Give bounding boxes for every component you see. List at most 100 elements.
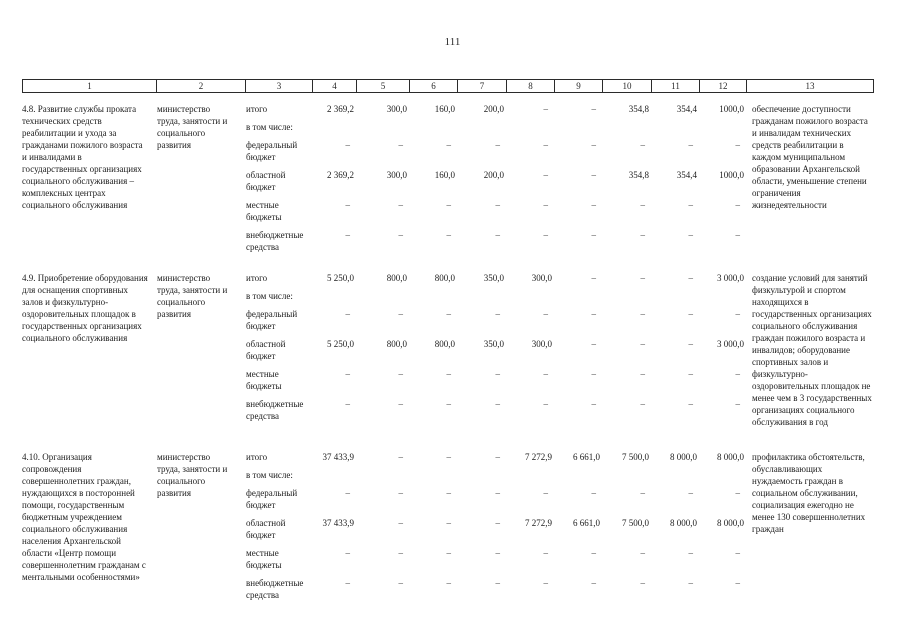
budget-value-cell: 37 433,9 <box>322 452 355 462</box>
budget-line: внебюджетные средства – – – – – – – – – <box>246 229 747 253</box>
budget-value-cell: 354,8 <box>628 104 649 114</box>
budget-value-cell: – <box>688 578 694 588</box>
budget-value-cell: – <box>543 488 549 498</box>
budget-value-cell: – <box>735 369 741 379</box>
budget-value-cell: – <box>543 369 549 379</box>
budget-value-cell: – <box>735 140 741 150</box>
budget-value-cell: – <box>446 200 452 210</box>
budget-value-cell: – <box>591 339 597 349</box>
budget-value-cell: 37 433,9 <box>322 518 355 528</box>
column-number-cell: 8 <box>507 79 555 93</box>
budget-type-label-text: итого <box>246 104 268 114</box>
budget-value-cell: 7 500,0 <box>622 518 649 528</box>
budget-value-cell: – <box>735 578 741 588</box>
budget-value-cell: 350,0 <box>483 273 504 283</box>
budget-breakdown: итого в том числе: 5 250,0 800,0 800,0 350,0 3… <box>246 272 747 428</box>
column-number-cell: 11 <box>652 79 700 93</box>
budget-value-cell: – <box>345 230 351 240</box>
budget-type-label: областной бюджет <box>246 338 313 362</box>
budget-value-cell: – <box>640 273 646 283</box>
budget-value-cell: – <box>688 230 694 240</box>
budget-value-cell: – <box>591 399 597 409</box>
budget-value-cell: – <box>398 140 404 150</box>
budget-value-cell: – <box>640 140 646 150</box>
budget-line: внебюджетные средства – – – – – – – – – <box>246 398 747 422</box>
activity-cell: 4.9. Приобретение оборудования для оснащ… <box>22 273 148 343</box>
budget-value-cell: – <box>446 309 452 319</box>
budget-breakdown: итого в том числе: 37 433,9 – – – 7 272,9 6 661… <box>246 451 747 607</box>
budget-value-cell: 300,0 <box>531 273 552 283</box>
budget-value-cell: – <box>591 230 597 240</box>
budget-value-cell: – <box>591 170 597 180</box>
budget-value-cell: – <box>345 548 351 558</box>
column-number-cell: 3 <box>246 79 313 93</box>
budget-value-cell: – <box>688 339 694 349</box>
budget-value-cell: – <box>735 488 741 498</box>
in-total-sublabel: в том числе: <box>246 122 293 132</box>
budget-line: федеральный бюджет – – – – – – – – – <box>246 139 747 163</box>
budget-breakdown: итого в том числе: 2 369,2 300,0 160,0 200,0 –… <box>246 103 747 259</box>
budget-value-cell: – <box>688 140 694 150</box>
budget-value-cell: 1000,0 <box>719 104 744 114</box>
budget-value-cell: – <box>688 369 694 379</box>
budget-value-cell: – <box>735 200 741 210</box>
budget-value-cell: 7 272,9 <box>525 452 552 462</box>
budget-value-cell: – <box>735 230 741 240</box>
budget-line: итого в том числе: 2 369,2 300,0 160,0 200,0 –… <box>246 103 747 133</box>
budget-value-cell: 3 000,0 <box>717 273 744 283</box>
budget-value-cell: – <box>640 339 646 349</box>
budget-value-cell: – <box>543 200 549 210</box>
budget-value-cell: – <box>446 578 452 588</box>
budget-value-cell: – <box>446 399 452 409</box>
budget-value-cell: – <box>640 200 646 210</box>
budget-value-cell: – <box>495 488 501 498</box>
budget-type-label-text: местные бюджеты <box>246 548 282 570</box>
budget-value-cell: – <box>398 488 404 498</box>
budget-type-label-text: областной бюджет <box>246 339 286 361</box>
budget-value-cell: – <box>591 578 597 588</box>
budget-value-cell: – <box>640 488 646 498</box>
budget-value-cell: – <box>446 140 452 150</box>
budget-value-cell: 7 500,0 <box>622 452 649 462</box>
budget-value-cell: – <box>591 273 597 283</box>
budget-line: местные бюджеты – – – – – – – – – <box>246 368 747 392</box>
budget-value-cell: – <box>398 452 404 462</box>
budget-value-cell: 5 250,0 <box>327 273 354 283</box>
budget-value-cell: 160,0 <box>434 104 455 114</box>
budget-value-cell: 8 000,0 <box>670 518 697 528</box>
budget-value-cell: – <box>398 200 404 210</box>
budget-value-cell: 2 369,2 <box>327 170 354 180</box>
budget-value-cell: – <box>591 140 597 150</box>
budget-value-cell: 1000,0 <box>719 170 744 180</box>
budget-value-cell: 354,4 <box>676 170 697 180</box>
budget-value-cell: – <box>446 548 452 558</box>
budget-value-cell: 8 000,0 <box>670 452 697 462</box>
budget-value-cell: – <box>345 399 351 409</box>
column-number-cell: 4 <box>313 79 357 93</box>
budget-value-cell: – <box>688 200 694 210</box>
budget-value-cell: 8 000,0 <box>717 518 744 528</box>
budget-type-label: итого в том числе: <box>246 103 313 133</box>
budget-type-label-text: областной бюджет <box>246 518 286 540</box>
budget-type-label: областной бюджет <box>246 517 313 541</box>
budget-value-cell: – <box>735 309 741 319</box>
budget-value-cell: – <box>495 309 501 319</box>
budget-value-cell: 354,4 <box>676 104 697 114</box>
budget-value-cell: – <box>735 548 741 558</box>
table-body: 4.8. Развитие службы проката технических… <box>22 103 874 607</box>
column-number-cell: 6 <box>410 79 458 93</box>
budget-value-cell: – <box>398 309 404 319</box>
table-row: 4.8. Развитие службы проката технических… <box>22 103 874 272</box>
budget-value-cell: – <box>345 488 351 498</box>
budget-value-cell: 200,0 <box>483 104 504 114</box>
budget-value-cell: – <box>495 578 501 588</box>
column-number-cell: 7 <box>458 79 507 93</box>
budget-value-cell: – <box>543 548 549 558</box>
budget-type-label-text: местные бюджеты <box>246 369 282 391</box>
budget-value-cell: – <box>591 200 597 210</box>
budget-value-cell: – <box>543 170 549 180</box>
budget-type-label-text: федеральный бюджет <box>246 488 298 510</box>
budget-type-label: внебюджетные средства <box>246 398 313 422</box>
budget-value-cell: – <box>446 230 452 240</box>
expected-results-cell: профилактика обстоятельств, обуславливаю… <box>752 452 866 534</box>
